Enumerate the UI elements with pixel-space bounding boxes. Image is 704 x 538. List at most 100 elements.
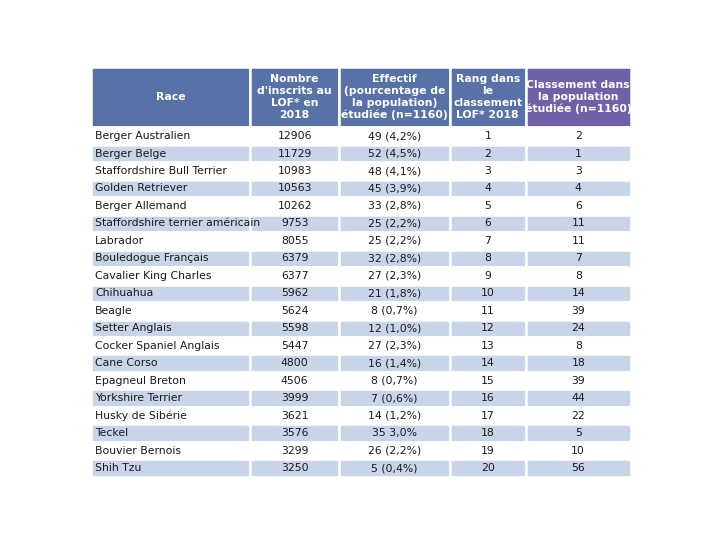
Bar — [250, 267, 339, 285]
Text: 3999: 3999 — [281, 393, 308, 403]
Bar — [526, 442, 631, 459]
Bar — [250, 442, 339, 459]
Bar — [339, 355, 450, 372]
Bar — [250, 197, 339, 215]
Bar — [91, 250, 250, 267]
Text: Beagle: Beagle — [95, 306, 133, 316]
Bar — [250, 337, 339, 355]
Text: Epagneul Breton: Epagneul Breton — [95, 376, 186, 386]
Bar — [450, 267, 526, 285]
Text: Teckel: Teckel — [95, 428, 128, 438]
Text: 25 (2,2%): 25 (2,2%) — [368, 236, 421, 246]
Text: 5624: 5624 — [281, 306, 308, 316]
Text: Classement dans
la population
étudiée (n=1160): Classement dans la population étudiée (n… — [525, 80, 631, 114]
Text: 3: 3 — [574, 166, 582, 176]
Text: 35 3,0%: 35 3,0% — [372, 428, 417, 438]
Text: 19: 19 — [481, 445, 495, 456]
Text: 45 (3,9%): 45 (3,9%) — [368, 183, 421, 194]
Text: Staffordshire Bull Terrier: Staffordshire Bull Terrier — [95, 166, 227, 176]
Bar — [339, 145, 450, 162]
Bar — [91, 197, 250, 215]
Text: 26 (2,2%): 26 (2,2%) — [368, 445, 421, 456]
Bar — [450, 128, 526, 145]
Bar — [526, 407, 631, 424]
Text: 11: 11 — [572, 236, 585, 246]
Text: 9753: 9753 — [281, 218, 308, 229]
Bar — [450, 180, 526, 197]
Bar — [339, 180, 450, 197]
Bar — [91, 267, 250, 285]
Bar — [526, 320, 631, 337]
Text: 13: 13 — [481, 341, 495, 351]
Bar — [91, 215, 250, 232]
Text: 12 (1,0%): 12 (1,0%) — [368, 323, 421, 333]
Bar — [526, 285, 631, 302]
Bar — [526, 337, 631, 355]
Text: 56: 56 — [572, 463, 585, 473]
Text: 8 (0,7%): 8 (0,7%) — [371, 306, 417, 316]
Bar — [250, 250, 339, 267]
Text: 7: 7 — [484, 236, 491, 246]
Bar — [250, 162, 339, 180]
Bar — [526, 215, 631, 232]
Bar — [339, 372, 450, 390]
Bar — [339, 285, 450, 302]
Text: 2: 2 — [484, 148, 491, 159]
Bar — [339, 302, 450, 320]
Text: 8: 8 — [484, 253, 491, 264]
Text: 22: 22 — [572, 410, 585, 421]
Text: Effectif
(pourcentage de
la population)
étudiée (n=1160): Effectif (pourcentage de la population) … — [341, 74, 448, 121]
Bar — [91, 424, 250, 442]
Text: 8: 8 — [574, 341, 582, 351]
Text: Cane Corso: Cane Corso — [95, 358, 158, 368]
Text: 6: 6 — [484, 218, 491, 229]
Text: 3576: 3576 — [281, 428, 308, 438]
Bar — [450, 355, 526, 372]
Text: Berger Australien: Berger Australien — [95, 131, 190, 141]
Bar — [339, 197, 450, 215]
Text: 3250: 3250 — [281, 463, 308, 473]
Bar — [450, 459, 526, 477]
Text: 48 (4,1%): 48 (4,1%) — [368, 166, 421, 176]
Bar — [339, 267, 450, 285]
Text: 14 (1,2%): 14 (1,2%) — [368, 410, 421, 421]
Bar — [526, 250, 631, 267]
Text: Berger Belge: Berger Belge — [95, 148, 166, 159]
Text: 12906: 12906 — [277, 131, 312, 141]
Bar — [339, 320, 450, 337]
Bar — [91, 285, 250, 302]
Text: 1: 1 — [484, 131, 491, 141]
Bar — [450, 285, 526, 302]
Text: 18: 18 — [481, 428, 495, 438]
Text: Berger Allemand: Berger Allemand — [95, 201, 187, 211]
Text: 52 (4,5%): 52 (4,5%) — [368, 148, 421, 159]
Text: 5 (0,4%): 5 (0,4%) — [371, 463, 417, 473]
Bar — [250, 67, 339, 128]
Bar — [450, 390, 526, 407]
Bar — [450, 215, 526, 232]
Bar — [526, 197, 631, 215]
Bar — [526, 67, 631, 128]
Bar — [339, 442, 450, 459]
Bar — [450, 424, 526, 442]
Bar — [339, 232, 450, 250]
Bar — [91, 128, 250, 145]
Bar — [339, 250, 450, 267]
Bar — [339, 128, 450, 145]
Bar — [526, 459, 631, 477]
Text: 32 (2,8%): 32 (2,8%) — [368, 253, 421, 264]
Text: 2: 2 — [574, 131, 582, 141]
Text: Bouledogue Français: Bouledogue Français — [95, 253, 208, 264]
Bar — [526, 145, 631, 162]
Text: 3299: 3299 — [281, 445, 308, 456]
Bar — [450, 162, 526, 180]
Bar — [339, 67, 450, 128]
Text: Cocker Spaniel Anglais: Cocker Spaniel Anglais — [95, 341, 220, 351]
Text: 11729: 11729 — [277, 148, 312, 159]
Bar — [91, 337, 250, 355]
Text: 4800: 4800 — [281, 358, 308, 368]
Text: 10: 10 — [571, 445, 585, 456]
Bar — [91, 180, 250, 197]
Text: 17: 17 — [481, 410, 495, 421]
Text: 20: 20 — [481, 463, 495, 473]
